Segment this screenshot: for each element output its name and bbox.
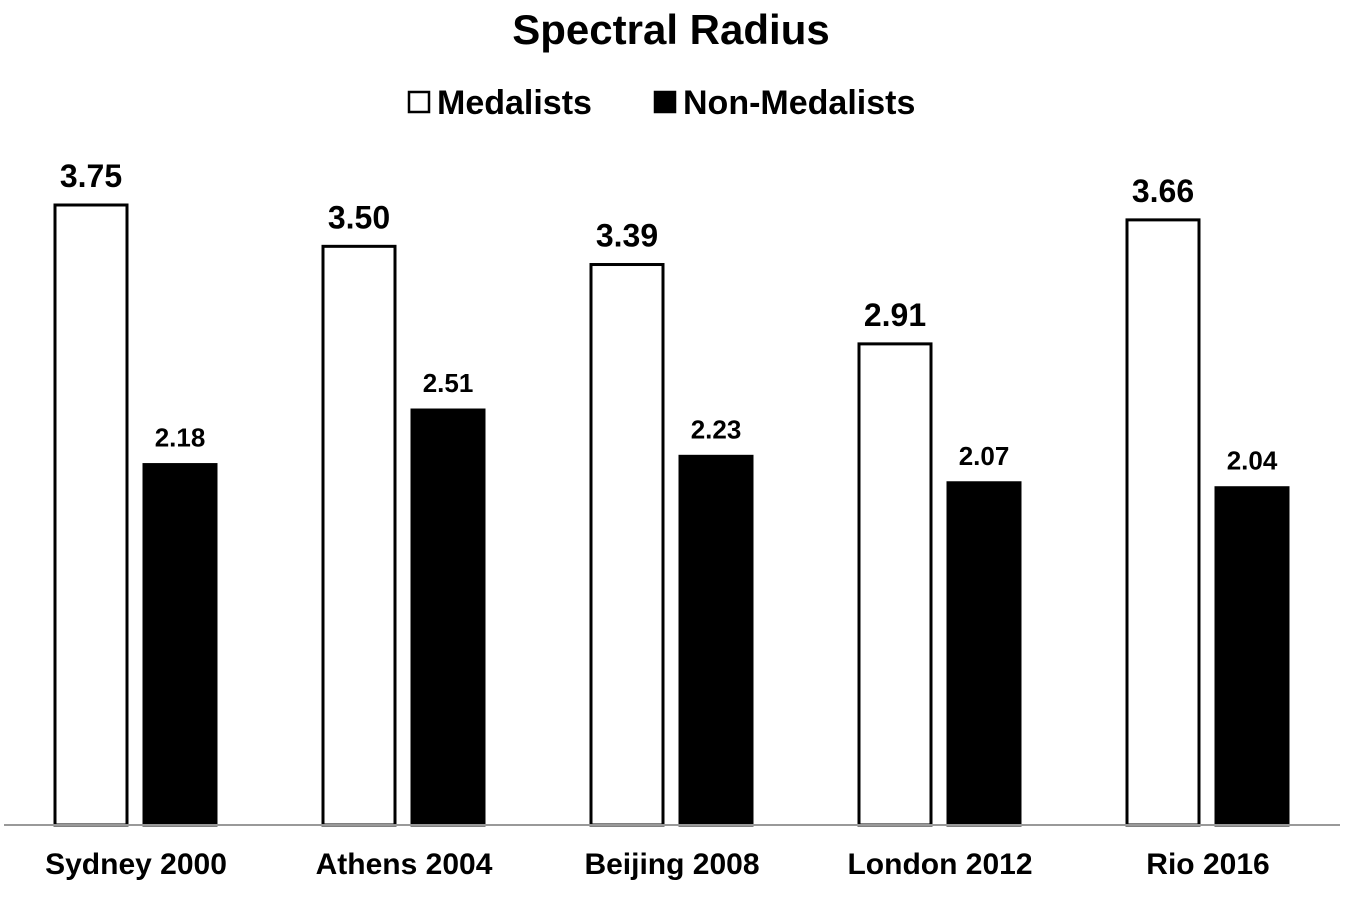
bar-medalists-beijing-2008 bbox=[589, 263, 665, 827]
data-label-medalists-rio-2016: 3.66 bbox=[1132, 173, 1194, 209]
x-tick-label-athens-2004: Athens 2004 bbox=[316, 848, 493, 881]
bar-medalists-athens-2004 bbox=[321, 244, 397, 827]
legend-label-medalists: Medalists bbox=[437, 84, 592, 122]
data-label-non-medalists-sydney-2000: 2.18 bbox=[155, 423, 206, 453]
data-label-medalists-athens-2004: 3.50 bbox=[328, 199, 390, 235]
data-label-non-medalists-rio-2016: 2.04 bbox=[1227, 446, 1278, 476]
bar-medalists-london-2012 bbox=[857, 342, 933, 827]
data-label-non-medalists-beijing-2008: 2.23 bbox=[691, 414, 742, 444]
bar-medalists-sydney-2000 bbox=[53, 203, 129, 827]
x-tick-label-london-2012: London 2012 bbox=[847, 848, 1032, 881]
legend-swatch-non-medalists bbox=[653, 90, 677, 114]
data-label-non-medalists-london-2012: 2.07 bbox=[959, 441, 1010, 471]
bars-group: 3.75 2.18 3.50 2.51 3.39 2.23 2.91 2.07 3.66 2.04 bbox=[53, 158, 1290, 827]
legend: Medalists Non-Medalists bbox=[407, 84, 915, 122]
x-tick-label-beijing-2008: Beijing 2008 bbox=[584, 848, 759, 881]
x-tick-labels: Sydney 2000 Athens 2004 Beijing 2008 London… bbox=[45, 848, 1270, 881]
data-label-medalists-sydney-2000: 3.75 bbox=[60, 158, 122, 194]
x-tick-label-sydney-2000: Sydney 2000 bbox=[45, 848, 227, 881]
data-label-medalists-beijing-2008: 3.39 bbox=[596, 218, 658, 254]
chart-title: Spectral Radius bbox=[512, 6, 829, 53]
bar-non-medalists-rio-2016 bbox=[1214, 486, 1290, 827]
bar-non-medalists-athens-2004 bbox=[410, 408, 486, 827]
data-label-medalists-london-2012: 2.91 bbox=[864, 297, 926, 333]
bar-non-medalists-beijing-2008 bbox=[678, 454, 754, 827]
data-label-non-medalists-athens-2004: 2.51 bbox=[423, 368, 474, 398]
legend-label-non-medalists: Non-Medalists bbox=[683, 84, 915, 122]
bar-non-medalists-london-2012 bbox=[946, 481, 1022, 827]
bar-medalists-rio-2016 bbox=[1125, 218, 1201, 827]
legend-swatch-medalists bbox=[407, 90, 431, 114]
x-tick-label-rio-2016: Rio 2016 bbox=[1146, 848, 1269, 881]
bar-non-medalists-sydney-2000 bbox=[142, 463, 218, 827]
